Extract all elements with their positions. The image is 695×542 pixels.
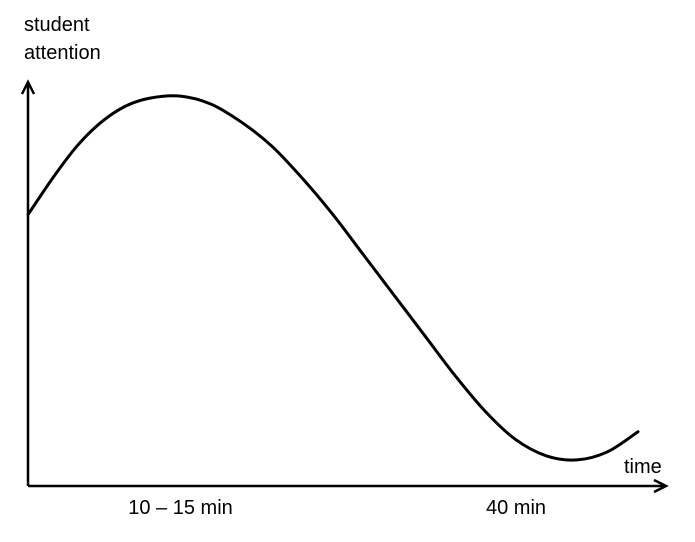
attention-curve (26, 94, 640, 462)
y-axis-label-line-2: attention (24, 42, 101, 64)
x-tick-label-10-15-min: 10 – 15 min (128, 497, 233, 519)
x-axis-arrow (653, 478, 669, 494)
x-axis-label: time (624, 456, 662, 478)
x-tick-label-40-min: 40 min (485, 497, 547, 519)
y-axis-label-line-1: student (24, 14, 90, 36)
y-axis-arrow (20, 79, 36, 95)
